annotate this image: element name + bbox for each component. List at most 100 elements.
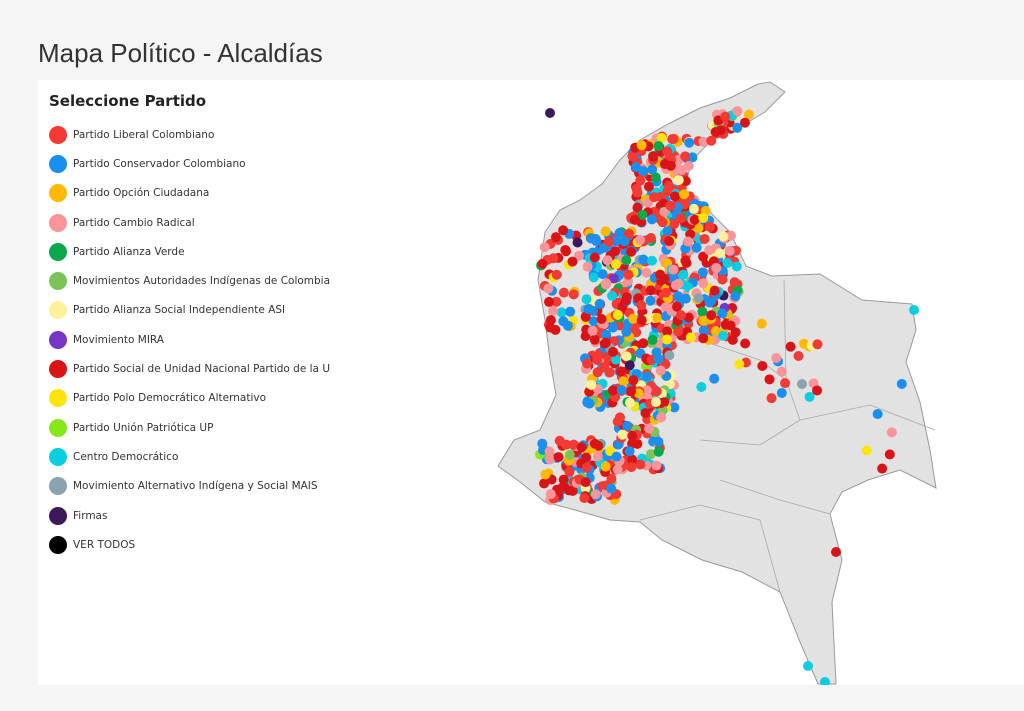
- municipality-marker[interactable]: [638, 254, 649, 265]
- municipality-marker[interactable]: [717, 308, 728, 319]
- municipality-marker[interactable]: [764, 374, 775, 385]
- municipality-marker[interactable]: [623, 269, 634, 280]
- municipality-marker[interactable]: [644, 423, 655, 434]
- municipality-marker[interactable]: [617, 429, 628, 440]
- municipality-marker[interactable]: [679, 189, 690, 200]
- municipality-marker[interactable]: [685, 332, 696, 343]
- municipality-marker[interactable]: [592, 355, 603, 366]
- municipality-marker[interactable]: [607, 385, 618, 396]
- municipality-marker[interactable]: [594, 298, 605, 309]
- municipality-marker[interactable]: [683, 312, 694, 323]
- municipality-marker[interactable]: [622, 420, 633, 431]
- municipality-marker[interactable]: [624, 397, 635, 408]
- municipality-marker[interactable]: [636, 315, 647, 326]
- municipality-marker[interactable]: [580, 311, 591, 322]
- legend-item[interactable]: Partido Conservador Colombiano: [49, 149, 330, 178]
- municipality-marker[interactable]: [612, 416, 623, 427]
- municipality-marker[interactable]: [550, 232, 561, 243]
- municipality-marker[interactable]: [590, 489, 601, 500]
- municipality-marker[interactable]: [653, 354, 664, 365]
- legend-item[interactable]: Movimientos Autoridades Indígenas de Col…: [49, 266, 330, 295]
- municipality-marker[interactable]: [744, 109, 755, 120]
- municipality-marker[interactable]: [624, 360, 635, 371]
- municipality-marker[interactable]: [645, 285, 656, 296]
- municipality-marker[interactable]: [699, 233, 710, 244]
- municipality-marker[interactable]: [672, 301, 683, 312]
- municipality-marker[interactable]: [812, 339, 823, 350]
- municipality-marker[interactable]: [572, 237, 583, 248]
- municipality-marker[interactable]: [627, 454, 638, 465]
- municipality-marker[interactable]: [680, 151, 691, 162]
- municipality-marker[interactable]: [793, 351, 804, 362]
- municipality-marker[interactable]: [664, 350, 675, 361]
- municipality-marker[interactable]: [627, 438, 638, 449]
- municipality-marker[interactable]: [646, 214, 657, 225]
- municipality-marker[interactable]: [597, 269, 608, 280]
- municipality-marker[interactable]: [628, 375, 639, 386]
- municipality-marker[interactable]: [647, 164, 658, 175]
- municipality-marker[interactable]: [660, 287, 671, 298]
- municipality-marker[interactable]: [610, 354, 621, 365]
- municipality-marker[interactable]: [551, 269, 562, 280]
- municipality-marker[interactable]: [656, 132, 667, 143]
- municipality-marker[interactable]: [545, 322, 556, 333]
- municipality-marker[interactable]: [730, 291, 741, 302]
- municipality-marker[interactable]: [558, 474, 569, 485]
- municipality-marker[interactable]: [697, 267, 708, 278]
- municipality-marker[interactable]: [698, 325, 709, 336]
- municipality-marker[interactable]: [588, 316, 599, 327]
- municipality-marker[interactable]: [706, 310, 717, 321]
- municipality-marker[interactable]: [804, 391, 815, 402]
- municipality-marker[interactable]: [664, 236, 675, 247]
- municipality-marker[interactable]: [693, 293, 704, 304]
- municipality-marker[interactable]: [698, 251, 709, 262]
- municipality-marker[interactable]: [797, 379, 808, 390]
- municipality-marker[interactable]: [673, 175, 684, 186]
- municipality-marker[interactable]: [757, 360, 768, 371]
- municipality-marker[interactable]: [591, 236, 602, 247]
- municipality-marker[interactable]: [717, 274, 728, 285]
- municipality-marker[interactable]: [655, 365, 666, 376]
- municipality-marker[interactable]: [601, 278, 612, 289]
- municipality-marker[interactable]: [600, 461, 611, 472]
- municipality-marker[interactable]: [626, 386, 637, 397]
- municipality-marker[interactable]: [669, 219, 680, 230]
- municipality-marker[interactable]: [568, 439, 579, 450]
- municipality-marker[interactable]: [589, 438, 600, 449]
- municipality-marker[interactable]: [675, 310, 686, 321]
- municipality-marker[interactable]: [896, 378, 907, 389]
- municipality-marker[interactable]: [629, 214, 640, 225]
- municipality-marker[interactable]: [581, 294, 592, 305]
- municipality-marker[interactable]: [785, 341, 796, 352]
- municipality-marker[interactable]: [636, 140, 647, 151]
- municipality-marker[interactable]: [621, 326, 632, 337]
- municipality-marker[interactable]: [638, 338, 649, 349]
- municipality-marker[interactable]: [696, 382, 707, 393]
- municipality-marker[interactable]: [651, 386, 662, 397]
- municipality-marker[interactable]: [615, 366, 626, 377]
- municipality-marker[interactable]: [673, 278, 684, 289]
- municipality-marker[interactable]: [614, 228, 625, 239]
- municipality-marker[interactable]: [607, 322, 618, 333]
- municipality-marker[interactable]: [698, 212, 709, 223]
- municipality-marker[interactable]: [599, 361, 610, 372]
- municipality-marker[interactable]: [587, 325, 598, 336]
- municipality-marker[interactable]: [637, 209, 648, 220]
- municipality-marker[interactable]: [553, 452, 564, 463]
- municipality-marker[interactable]: [714, 248, 725, 259]
- municipality-marker[interactable]: [558, 287, 569, 298]
- municipality-marker[interactable]: [669, 402, 680, 413]
- municipality-marker[interactable]: [631, 162, 642, 173]
- legend-item[interactable]: Partido Liberal Colombiano: [49, 120, 330, 149]
- legend-item[interactable]: Centro Democrático: [49, 442, 330, 471]
- municipality-marker[interactable]: [693, 223, 704, 234]
- municipality-marker[interactable]: [711, 262, 722, 273]
- municipality-marker[interactable]: [653, 436, 664, 447]
- municipality-marker[interactable]: [589, 252, 600, 263]
- municipality-marker[interactable]: [709, 373, 720, 384]
- municipality-marker[interactable]: [718, 231, 729, 242]
- municipality-marker[interactable]: [600, 337, 611, 348]
- municipality-marker[interactable]: [698, 278, 709, 289]
- municipality-marker[interactable]: [665, 200, 676, 211]
- municipality-marker[interactable]: [624, 446, 635, 457]
